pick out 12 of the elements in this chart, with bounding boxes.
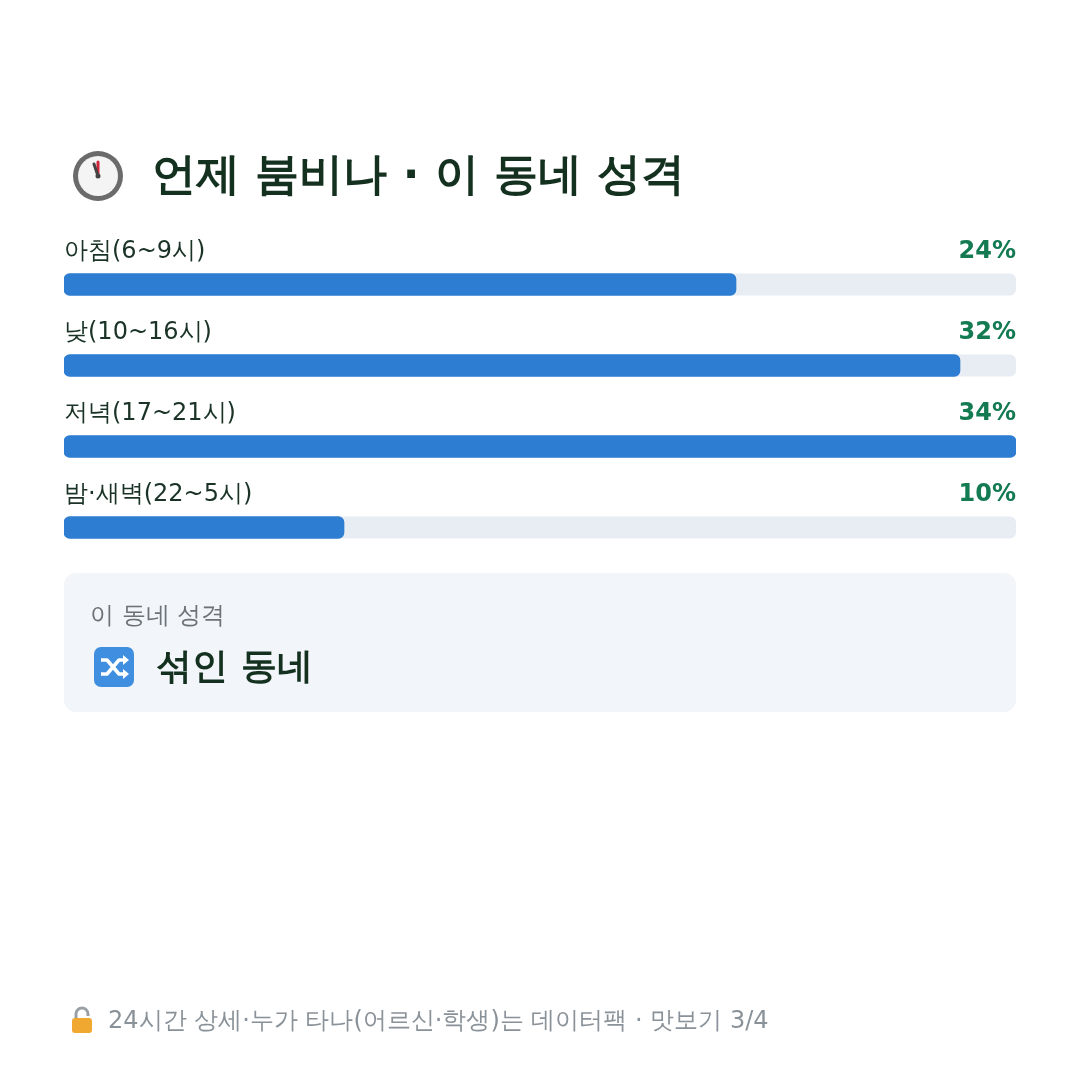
data-label: 10%: [958, 478, 1016, 507]
y-tick-label: 아침(6~9시): [64, 235, 206, 264]
y-tick-label: 저녁(17~21시): [64, 397, 236, 426]
data-label: 24%: [958, 235, 1016, 264]
text: 24시간 상세·누가 타나(어르신·학생)는 데이터팩 · 맛보기 3/4: [108, 1005, 769, 1036]
y-tick-label: 밤·새벽(22~5시): [64, 478, 253, 507]
data-label: 34%: [958, 397, 1016, 426]
chart-title: 언제 붐비나 · 이 동네 성격: [152, 147, 686, 201]
y-tick-label: 낮(10~16시): [64, 316, 212, 345]
text: 이 동네 성격: [90, 600, 226, 631]
text: 섞인 동네: [156, 644, 313, 688]
data-label: 32%: [958, 316, 1016, 345]
